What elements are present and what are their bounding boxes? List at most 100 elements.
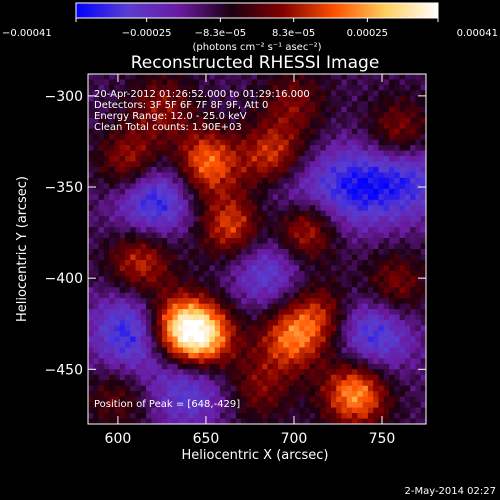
- heatmap-cell: [352, 331, 358, 337]
- heatmap-cell: [299, 374, 305, 381]
- heatmap-cell: [214, 352, 221, 359]
- heatmap-cell: [124, 156, 131, 162]
- heatmap-cell: [320, 374, 327, 381]
- heatmap-cell: [420, 95, 426, 102]
- heatmap-cell: [272, 303, 279, 310]
- heatmap-cell: [246, 281, 253, 288]
- heatmap-cell: [383, 216, 390, 223]
- heatmap-cell: [399, 407, 406, 414]
- heatmap-cell: [346, 210, 353, 217]
- heatmap-cell: [378, 298, 385, 305]
- heatmap-cell: [373, 161, 379, 168]
- heatmap-cell: [367, 210, 374, 217]
- heatmap-cell: [362, 166, 369, 173]
- heatmap-cell: [352, 74, 358, 80]
- heatmap-cell: [257, 336, 263, 343]
- heatmap-cell: [209, 134, 216, 141]
- heatmap-cell: [172, 139, 179, 146]
- heatmap-cell: [103, 281, 110, 288]
- heatmap-cell: [272, 221, 279, 228]
- heatmap-cell: [389, 352, 395, 359]
- heatmap-cell: [272, 249, 279, 255]
- heatmap-cell: [93, 150, 99, 157]
- heatmap-cell: [262, 396, 268, 403]
- heatmap-cell: [114, 309, 121, 316]
- heatmap-cell: [394, 374, 400, 381]
- heatmap-cell: [389, 134, 395, 141]
- heatmap-cell: [278, 314, 284, 321]
- heatmap-cell: [330, 112, 337, 119]
- heatmap-cell: [146, 84, 152, 91]
- heatmap-cell: [394, 385, 400, 392]
- heatmap-cell: [288, 183, 295, 190]
- heatmap-cell: [394, 194, 400, 201]
- heatmap-cell: [146, 336, 152, 343]
- heatmap-cell: [193, 336, 200, 343]
- heatmap-cell: [299, 188, 305, 195]
- heatmap-cell: [278, 112, 284, 119]
- heatmap-cell: [330, 117, 337, 124]
- heatmap-cell: [204, 259, 210, 266]
- heatmap-cell: [146, 238, 152, 244]
- heatmap-cell: [193, 161, 200, 168]
- heatmap-cell: [251, 341, 258, 348]
- heatmap-cell: [420, 341, 426, 348]
- heatmap-cell: [262, 276, 268, 283]
- heatmap-cell: [214, 402, 221, 408]
- heatmap-cell: [283, 309, 290, 316]
- heatmap-cell: [193, 199, 200, 206]
- heatmap-cell: [367, 276, 374, 283]
- heatmap-cell: [93, 210, 99, 217]
- heatmap-cell: [193, 123, 200, 130]
- heatmap-cell: [389, 123, 395, 130]
- heatmap-cell: [262, 331, 268, 337]
- heatmap-cell: [151, 352, 158, 359]
- heatmap-cell: [283, 298, 290, 305]
- heatmap-cell: [177, 341, 184, 348]
- heatmap-cell: [346, 205, 353, 212]
- heatmap-cell: [214, 309, 221, 316]
- heatmap-cell: [156, 156, 163, 162]
- heatmap-cell: [304, 396, 311, 403]
- heatmap-cell: [98, 270, 105, 277]
- heatmap-cell: [293, 358, 300, 365]
- heatmap-cell: [410, 106, 416, 113]
- heatmap-cell: [230, 320, 237, 326]
- heatmap-cell: [330, 418, 337, 424]
- heatmap-cell: [341, 249, 348, 255]
- heatmap-cell: [272, 199, 279, 206]
- heatmap-cell: [235, 402, 242, 408]
- heatmap-cell: [241, 369, 247, 376]
- heatmap-cell: [262, 74, 268, 80]
- heatmap-cell: [156, 221, 163, 228]
- heatmap-cell: [288, 396, 295, 403]
- heatmap-cell: [93, 112, 99, 119]
- heatmap-cell: [251, 287, 258, 294]
- heatmap-cell: [325, 79, 332, 86]
- heatmap-cell: [367, 216, 374, 223]
- heatmap-cell: [251, 232, 258, 239]
- heatmap-cell: [124, 363, 131, 370]
- heatmap-cell: [309, 309, 316, 316]
- heatmap-cell: [257, 216, 263, 223]
- heatmap-cell: [288, 292, 295, 299]
- heatmap-cell: [283, 292, 290, 299]
- heatmap-cell: [140, 117, 147, 124]
- heatmap-cell: [362, 161, 369, 168]
- heatmap-cell: [119, 156, 126, 162]
- heatmap-cell: [278, 74, 284, 80]
- heatmap-cell: [362, 254, 369, 261]
- heatmap-cell: [109, 407, 115, 414]
- heatmap-cell: [378, 199, 385, 206]
- heatmap-cell: [209, 128, 216, 135]
- heatmap-cell: [161, 74, 168, 80]
- heatmap-cell: [299, 243, 305, 250]
- heatmap-cell: [124, 407, 131, 414]
- heatmap-cell: [315, 221, 321, 228]
- heatmap-cell: [394, 249, 400, 255]
- heatmap-cell: [235, 188, 242, 195]
- heatmap-cell: [278, 347, 284, 354]
- heatmap-cell: [135, 325, 142, 332]
- heatmap-cell: [367, 90, 374, 97]
- heatmap-cell: [299, 352, 305, 359]
